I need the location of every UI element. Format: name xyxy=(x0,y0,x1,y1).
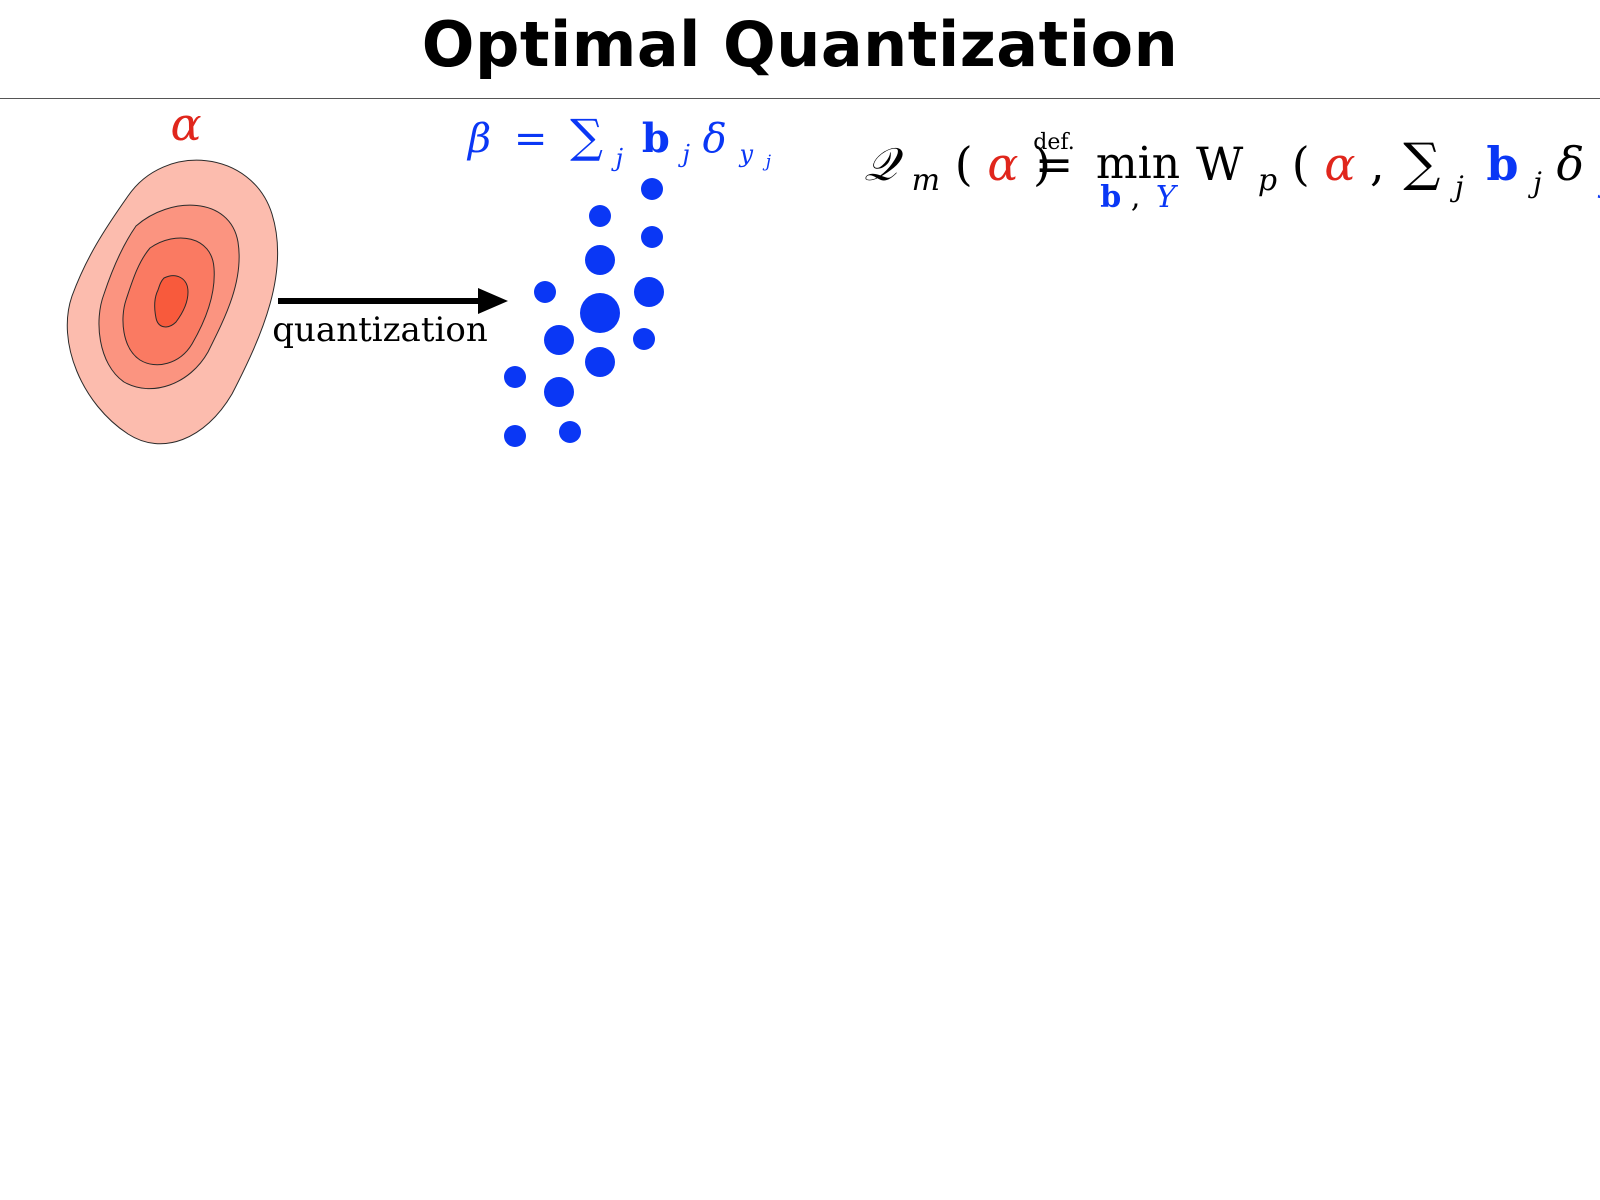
formula-lhs: 𝒬 m ( α ) xyxy=(864,137,1051,201)
beta-sum: ∑ xyxy=(570,109,603,163)
formula-open-paren: ( xyxy=(955,137,973,191)
dirac-mass xyxy=(585,245,615,275)
dirac-mass xyxy=(580,293,620,333)
beta-delta-sub: y xyxy=(738,140,753,168)
formula-close-paren: ) xyxy=(1033,137,1051,191)
formula-weight-index: j xyxy=(1527,166,1542,199)
quantization-formula: 𝒬 m ( α ) def. = min b , Y W p ( α , ∑ j… xyxy=(864,130,1600,215)
dirac-mass xyxy=(544,377,574,407)
formula-min-sub-b: b xyxy=(1100,180,1121,215)
formula-delta: δ xyxy=(1556,137,1584,191)
beta-delta: δ xyxy=(703,116,727,162)
formula-delta-sub: y xyxy=(1597,166,1600,199)
dirac-mass xyxy=(504,366,526,388)
formula-min-subscript: b , Y xyxy=(1100,180,1179,215)
dirac-mass xyxy=(534,281,556,303)
slide-title: Optimal Quantization xyxy=(421,8,1179,81)
formula-alpha: α xyxy=(987,137,1018,191)
beta-formula: β = ∑ j b j δ y j xyxy=(466,109,772,176)
formula-sum-index: j xyxy=(1449,170,1464,203)
formula-equals: = xyxy=(1035,137,1074,191)
dirac-mass xyxy=(634,277,664,307)
right-arrow-icon xyxy=(278,288,508,314)
beta-delta-sub-index: j xyxy=(762,152,772,172)
dirac-mass xyxy=(585,347,615,377)
formula-w-sub: p xyxy=(1258,163,1277,198)
formula-comma: , xyxy=(1370,137,1385,191)
dirac-mass xyxy=(589,205,611,227)
beta-weight: b xyxy=(642,115,670,162)
formula-sum: ∑ xyxy=(1403,133,1440,193)
dirac-mass xyxy=(559,421,581,443)
beta-dirac-masses xyxy=(504,178,664,447)
formula-w-open: ( xyxy=(1292,137,1310,191)
beta-weight-index: j xyxy=(678,140,691,168)
dirac-mass xyxy=(641,178,663,200)
beta-sum-index: j xyxy=(611,144,624,172)
alpha-density-icon xyxy=(66,159,279,445)
dirac-mass xyxy=(504,425,526,447)
formula-w-alpha: α xyxy=(1324,137,1355,191)
formula-min: min xyxy=(1096,138,1180,189)
arrow-label: quantization xyxy=(272,310,487,350)
beta-equals: = xyxy=(514,116,548,162)
density-contour-inner xyxy=(154,275,189,328)
formula-rhs: W p ( α , ∑ j b j δ y j ) xyxy=(1196,133,1600,209)
dirac-mass xyxy=(544,325,574,355)
formula-def-label: def. xyxy=(1033,130,1074,155)
dirac-mass xyxy=(633,328,655,350)
formula-weight: b xyxy=(1486,137,1518,191)
beta-symbol: β xyxy=(466,116,491,162)
formula-min-sub-comma: , xyxy=(1131,180,1141,215)
formula-min-sub-y: Y xyxy=(1156,180,1179,215)
dirac-mass xyxy=(641,226,663,248)
formula-w: W xyxy=(1196,137,1244,191)
formula-q: 𝒬 xyxy=(864,137,904,191)
title-divider xyxy=(0,98,1600,99)
formula-q-sub: m xyxy=(912,163,940,198)
alpha-label: α xyxy=(170,97,201,151)
